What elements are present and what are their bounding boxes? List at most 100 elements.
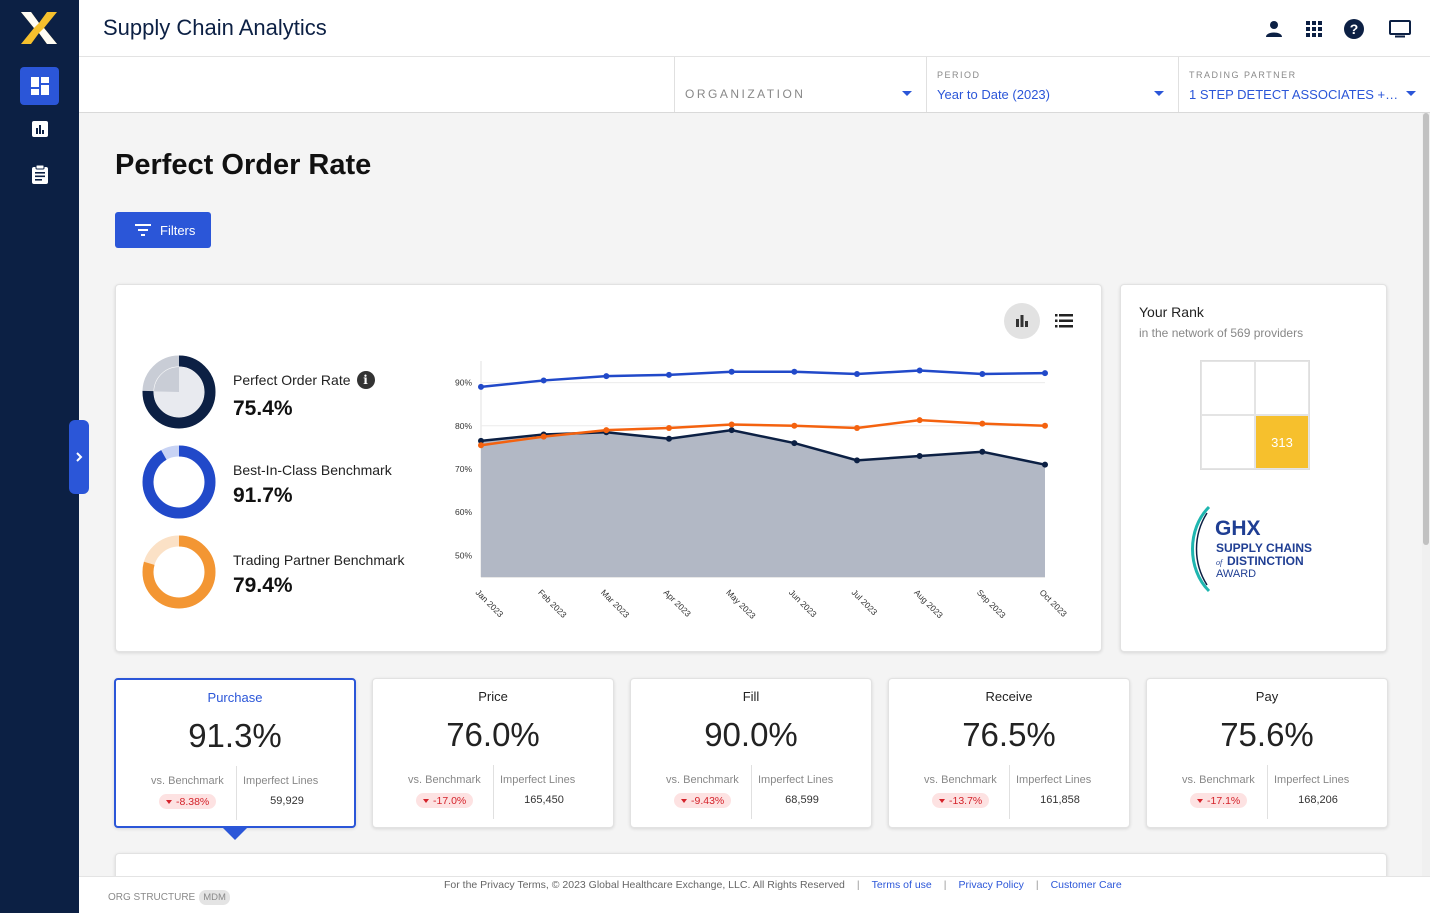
chevron-right-icon [76, 452, 83, 462]
trading-partner-value: 1 STEP DETECT ASSOCIATES +37... [1189, 87, 1399, 102]
data-point [916, 417, 923, 424]
kpi-bench-label: vs. Benchmark [151, 775, 224, 787]
help-icon: ? [1344, 19, 1364, 39]
award-line-1: SUPPLY CHAINS [1216, 541, 1312, 555]
customer-care-link[interactable]: Customer Care [1050, 879, 1122, 891]
kpi-card-pay[interactable]: Pay 75.6% vs. Benchmark -17.1% Imperfect… [1146, 678, 1388, 828]
kpi-bench-value: -17.1% [1207, 794, 1241, 807]
kpi-bench-value: -17.0% [433, 794, 467, 807]
apps-grid-icon [1306, 21, 1322, 37]
data-point [916, 453, 923, 460]
list-view-toggle[interactable] [1046, 303, 1082, 339]
x-tick-label: Aug 2023 [912, 587, 945, 620]
kpi-divider [236, 766, 237, 820]
trading-partner-label: TRADING PARTNER [1189, 70, 1297, 80]
clipboard-icon [31, 164, 48, 184]
arrow-down-icon [423, 798, 429, 803]
data-point [540, 377, 547, 384]
kpi-name: Fill [742, 689, 760, 704]
org-structure[interactable]: ORG STRUCTURE MDM [108, 890, 230, 905]
award-brand: GHX [1215, 517, 1261, 540]
kpi-card-purchase[interactable]: Purchase 91.3% vs. Benchmark -8.38% Impe… [114, 678, 356, 828]
period-label: PERIOD [937, 70, 981, 80]
data-point [916, 367, 923, 374]
data-point [728, 427, 735, 434]
rank-cell [1255, 361, 1309, 415]
kpi-bench-badge: -8.38% [159, 794, 217, 809]
kpi-lines-label: Imperfect Lines [243, 775, 319, 787]
kpi-value: 76.5% [962, 716, 1056, 753]
y-tick-label: 60% [455, 507, 472, 517]
nav-reports[interactable] [20, 110, 59, 148]
x-tick-label: Sep 2023 [975, 587, 1008, 620]
kpi-card-receive[interactable]: Receive 76.5% vs. Benchmark -13.7% Imper… [888, 678, 1130, 828]
perfect-order-donut [142, 355, 216, 429]
data-point [478, 442, 484, 449]
help-button[interactable]: ? [1342, 17, 1366, 41]
kpi-card-price[interactable]: Price 76.0% vs. Benchmark -17.0% Imperfe… [372, 678, 614, 828]
arrow-down-icon [1197, 798, 1203, 803]
kpi-value: 75.6% [1220, 716, 1314, 753]
top-bar: Supply Chain Analytics ? [79, 0, 1430, 57]
summary-card: Perfect Order Rate i 75.4% Best-In-Class… [115, 284, 1102, 652]
user-button[interactable] [1262, 17, 1286, 41]
apps-button[interactable] [1302, 17, 1326, 41]
caret-down-icon [1406, 91, 1416, 96]
data-point [540, 433, 547, 440]
terms-link[interactable]: Terms of use [871, 879, 932, 891]
kpi-lines-label: Imperfect Lines [1016, 774, 1092, 786]
nav-clipboard[interactable] [20, 155, 59, 193]
filters-button[interactable]: Filters [115, 212, 211, 248]
data-point [478, 437, 484, 444]
x-tick-label: Jul 2023 [850, 587, 880, 617]
period-select[interactable]: PERIOD Year to Date (2023) [926, 57, 1178, 112]
series-line [480, 418, 1046, 447]
kpi-lines-label: Imperfect Lines [500, 774, 576, 786]
info-icon[interactable]: i [356, 371, 375, 389]
data-point [1042, 461, 1048, 468]
filters-label: Filters [160, 222, 196, 238]
chart-view-toggle[interactable] [1004, 303, 1040, 339]
award-line-2: DISTINCTION [1227, 554, 1304, 568]
x-tick-label: Oct 2023 [1038, 587, 1070, 619]
kpi-divider [493, 765, 494, 819]
kpi-lines-value: 68,599 [785, 794, 819, 806]
kpi-name: Receive [985, 689, 1033, 704]
data-point [728, 368, 735, 375]
nav-dashboard[interactable] [20, 67, 59, 105]
data-point [854, 457, 860, 464]
kpi-lines-label: Imperfect Lines [758, 774, 834, 786]
best-in-class-value: 91.7% [233, 484, 293, 507]
data-point [478, 383, 484, 390]
kpi-card-fill[interactable]: Fill 90.0% vs. Benchmark -9.43% Imperfec… [630, 678, 872, 828]
expand-nav-button[interactable] [69, 420, 89, 494]
donut-wedge [154, 367, 204, 417]
x-tick-label: Jun 2023 [787, 587, 819, 619]
kpi-lines-value: 165,450 [524, 794, 564, 806]
kpi-bench-label: vs. Benchmark [1182, 774, 1255, 786]
filter-icon [135, 224, 151, 236]
data-point [603, 427, 610, 434]
kpi-divider [1267, 765, 1268, 819]
separator: | [943, 879, 947, 891]
data-point [979, 448, 986, 455]
y-tick-label: 80% [455, 421, 472, 431]
footer-links: For the Privacy Terms, © 2023 Global Hea… [444, 879, 1122, 891]
kpi-divider [751, 765, 752, 819]
scrollbar-thumb[interactable] [1423, 113, 1429, 545]
bar-chart-icon [1016, 315, 1028, 327]
kpi-value: 76.0% [446, 716, 540, 753]
copyright-text: For the Privacy Terms, © 2023 Global Hea… [444, 879, 845, 891]
separator: | [856, 879, 860, 891]
perfect-order-label: Perfect Order Rate i [233, 371, 375, 389]
ghx-logo[interactable] [19, 10, 59, 46]
organization-placeholder: ORGANIZATION [685, 87, 806, 101]
trading-partner-select[interactable]: TRADING PARTNER 1 STEP DETECT ASSOCIATES… [1178, 57, 1430, 112]
period-value: Year to Date (2023) [937, 87, 1050, 102]
privacy-link[interactable]: Privacy Policy [958, 879, 1024, 891]
organization-select[interactable]: ORGANIZATION [674, 57, 926, 112]
x-tick-label: May 2023 [724, 587, 758, 621]
kpi-lines-value: 168,206 [1298, 794, 1338, 806]
display-button[interactable] [1388, 17, 1412, 41]
best-in-class-donut [142, 445, 216, 519]
